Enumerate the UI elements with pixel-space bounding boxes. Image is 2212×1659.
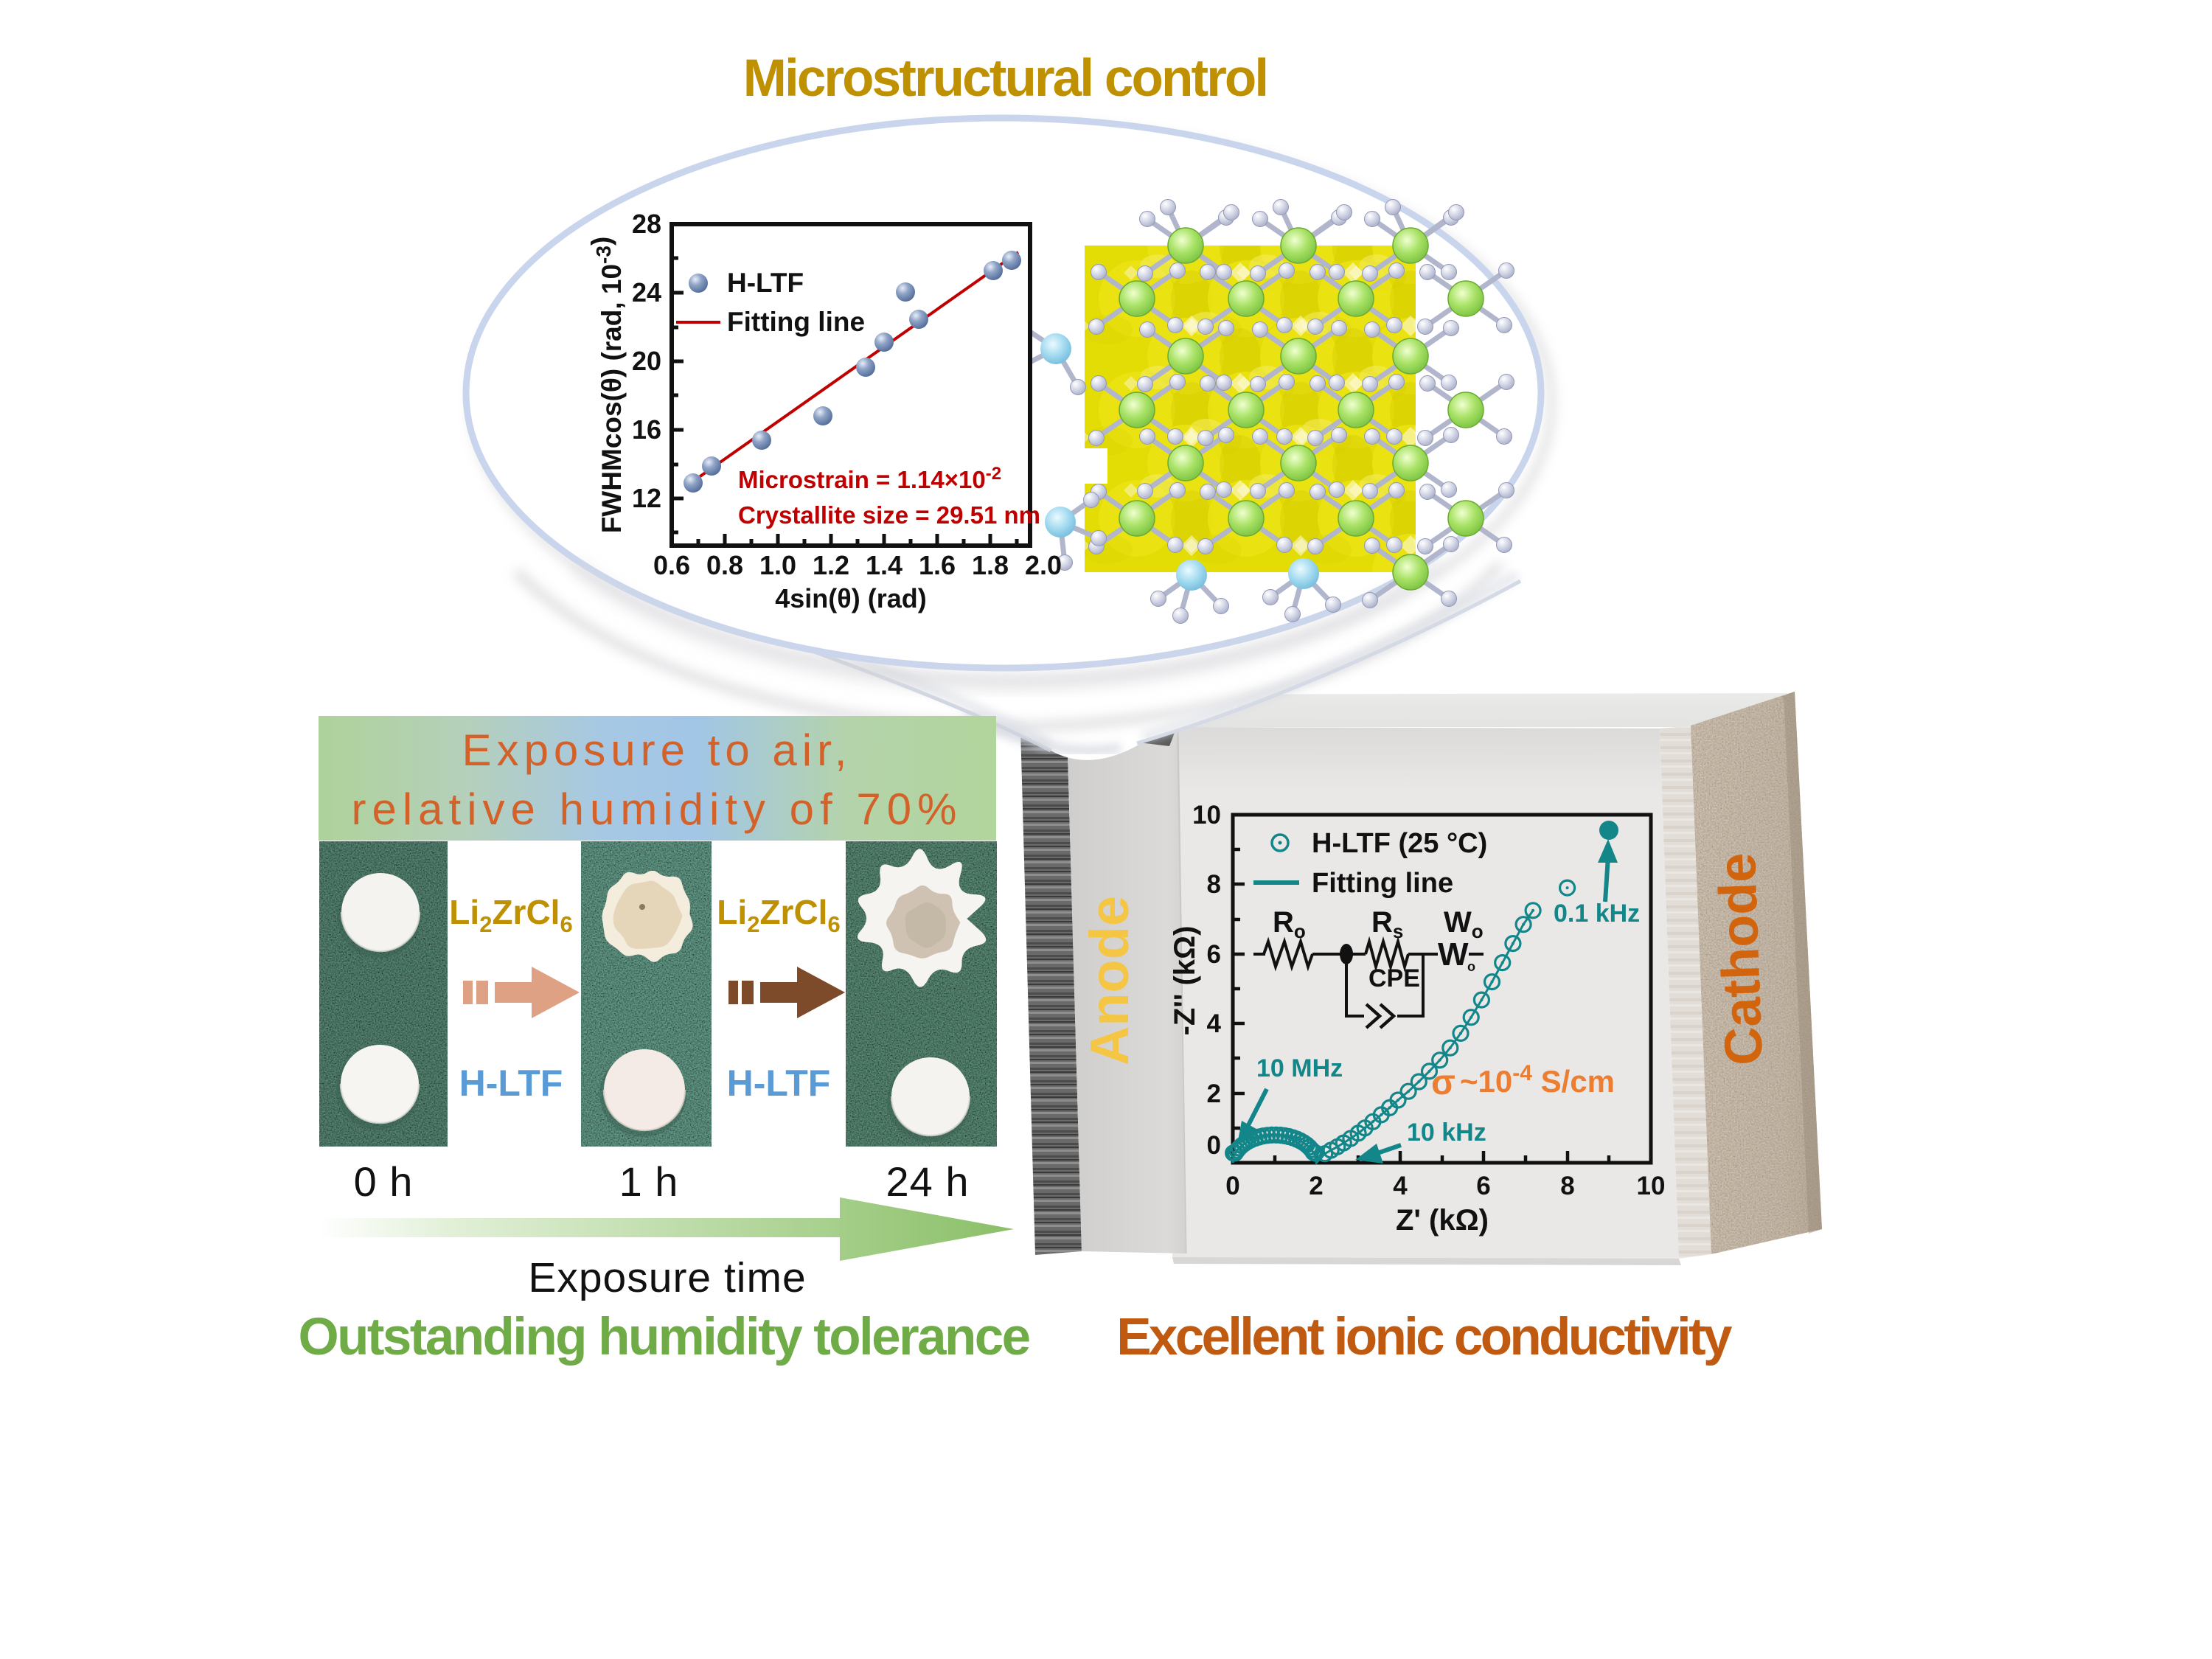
svg-text:2: 2 (1309, 1172, 1323, 1200)
svg-text:Crystallite size = 29.51 nm: Crystallite size = 29.51 nm (738, 501, 1040, 529)
svg-text:10 MHz: 10 MHz (1256, 1054, 1343, 1082)
svg-text:~10-4 S/cm: ~10-4 S/cm (1460, 1061, 1615, 1099)
svg-text:8: 8 (1560, 1172, 1574, 1200)
svg-text:1.0: 1.0 (759, 550, 796, 580)
svg-text:Fitting line: Fitting line (727, 307, 865, 337)
svg-text:1 h: 1 h (619, 1158, 679, 1205)
svg-text:CPE: CPE (1368, 964, 1420, 992)
svg-text:Anode: Anode (1079, 896, 1140, 1065)
svg-text:24 h: 24 h (886, 1158, 970, 1205)
svg-text:Li2ZrCl6: Li2ZrCl6 (717, 893, 840, 937)
svg-text:24: 24 (632, 277, 661, 307)
svg-text:Outstanding humidity tolerance: Outstanding humidity tolerance (298, 1308, 1029, 1366)
svg-text:-Z'' (kΩ): -Z'' (kΩ) (1169, 926, 1201, 1036)
svg-text:2.0: 2.0 (1025, 550, 1062, 580)
svg-text:Exposure to air,: Exposure to air, (462, 726, 852, 775)
svg-text:0.6: 0.6 (653, 550, 690, 580)
svg-text:0: 0 (1207, 1131, 1221, 1160)
svg-text:H-LTF (25 °C): H-LTF (25 °C) (1312, 828, 1487, 859)
svg-text:4: 4 (1393, 1172, 1408, 1200)
svg-text:Excellent ionic conductivity: Excellent ionic conductivity (1116, 1308, 1733, 1366)
svg-text:10: 10 (1637, 1172, 1666, 1200)
svg-text:1.4: 1.4 (866, 550, 902, 580)
svg-text:Li2ZrCl6: Li2ZrCl6 (449, 893, 572, 937)
svg-text:Microstrain = 1.14×10-2: Microstrain = 1.14×10-2 (738, 464, 1001, 493)
svg-text:28: 28 (632, 209, 661, 239)
svg-text:1.6: 1.6 (919, 550, 956, 580)
svg-text:2: 2 (1207, 1079, 1221, 1108)
svg-text:H-LTF: H-LTF (727, 268, 804, 298)
svg-text:o: o (1467, 959, 1475, 974)
svg-text:1.8: 1.8 (972, 550, 1009, 580)
svg-text:0.8: 0.8 (706, 550, 743, 580)
svg-text:Exposure time: Exposure time (528, 1254, 806, 1301)
svg-text:20: 20 (632, 346, 661, 376)
svg-text:Cathode: Cathode (1708, 852, 1774, 1067)
svg-text:H-LTF: H-LTF (727, 1062, 831, 1104)
svg-text:6: 6 (1207, 940, 1221, 969)
svg-text:16: 16 (632, 414, 661, 445)
svg-text:8: 8 (1207, 870, 1221, 899)
svg-text:6: 6 (1476, 1172, 1490, 1200)
svg-text:1.2: 1.2 (813, 550, 849, 580)
svg-text:Rs: Rs (1371, 906, 1403, 942)
svg-text:10 kHz: 10 kHz (1407, 1119, 1486, 1147)
svg-text:Microstructural control: Microstructural control (743, 49, 1267, 108)
svg-text:0: 0 (1225, 1172, 1239, 1200)
svg-text:0.1 kHz: 0.1 kHz (1554, 900, 1640, 928)
svg-text:12: 12 (632, 483, 661, 513)
svg-text:0 h: 0 h (354, 1158, 414, 1205)
svg-text:Z' (kΩ): Z' (kΩ) (1396, 1204, 1489, 1237)
svg-text:4: 4 (1207, 1009, 1222, 1038)
svg-text:σ: σ (1431, 1063, 1455, 1102)
svg-text:4sin(θ) (rad): 4sin(θ) (rad) (775, 583, 926, 613)
svg-text:H-LTF: H-LTF (459, 1062, 563, 1104)
svg-text:relative humidity of 70%: relative humidity of 70% (352, 785, 963, 834)
svg-text:W: W (1438, 936, 1469, 973)
svg-text:Fitting line: Fitting line (1312, 868, 1453, 899)
svg-text:10: 10 (1192, 801, 1221, 830)
